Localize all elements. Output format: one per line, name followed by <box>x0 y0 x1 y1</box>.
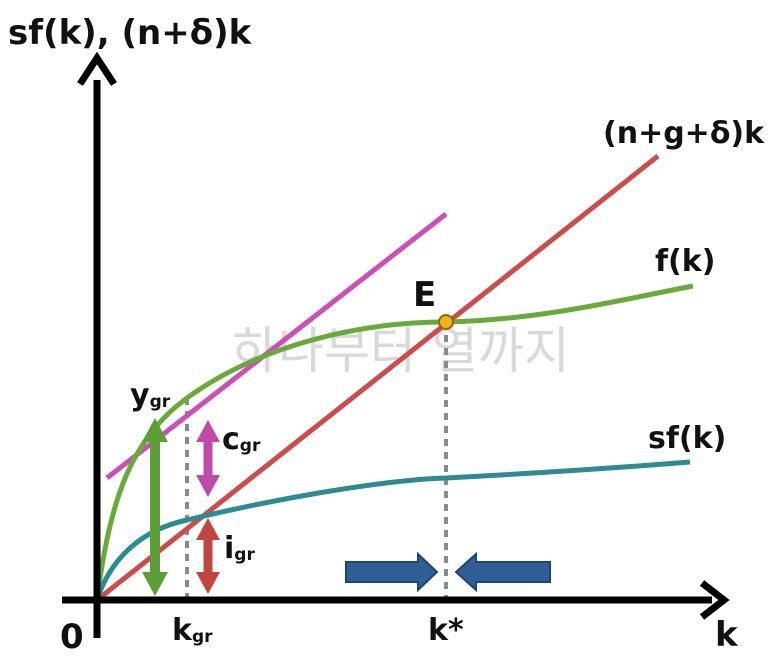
c-gr-double-arrow <box>196 420 220 497</box>
watermark-text: 하나부터 열까지 <box>232 322 570 380</box>
c-gr-label: cgr <box>222 422 261 457</box>
saving-curve <box>94 459 691 601</box>
y-axis-arrowhead <box>77 51 117 86</box>
equilibrium-label: E <box>413 275 436 315</box>
x-axis-arrowhead <box>699 580 730 620</box>
i-gr-label: igr <box>224 531 255 566</box>
y-gr-double-arrow <box>142 418 168 596</box>
right-convergence-arrow <box>345 551 439 593</box>
k-star-label: k* <box>428 613 464 648</box>
origin-label: 0 <box>60 617 84 657</box>
x-axis-label: k <box>715 615 739 655</box>
production-curve <box>94 283 694 601</box>
k-gr-label: kgr <box>172 613 213 648</box>
y-axis-label: sf(k), (n+δ)k <box>8 13 253 53</box>
breakeven-line <box>95 154 660 602</box>
saving-label: sf(k) <box>648 421 726 456</box>
production-label: f(k) <box>655 244 715 279</box>
breakeven-label: (n+g+δ)k <box>603 116 765 151</box>
y-gr-label: ygr <box>130 378 171 413</box>
equilibrium-point <box>438 314 454 330</box>
left-convergence-arrow <box>454 551 551 593</box>
i-gr-double-arrow <box>196 518 220 594</box>
